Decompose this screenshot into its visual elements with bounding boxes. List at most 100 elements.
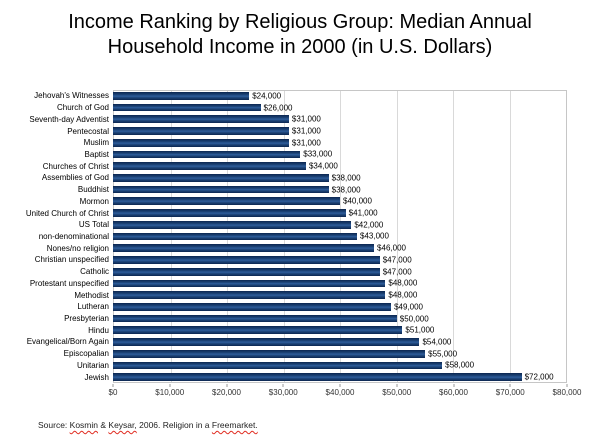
value-label: $72,000 <box>524 372 554 382</box>
bar <box>113 209 346 217</box>
bar-row: $38,000 <box>113 184 567 196</box>
value-label: $43,000 <box>360 231 389 241</box>
value-label: $24,000 <box>252 91 282 101</box>
category-label: Lutheran <box>77 302 109 312</box>
bar <box>113 174 329 182</box>
value-label: $48,000 <box>388 278 418 288</box>
value-label: $47,000 <box>382 255 412 265</box>
category-label: Jehovah's Witnesses <box>34 91 109 101</box>
bar <box>113 220 352 229</box>
bar-row: $47,000 <box>113 254 567 266</box>
x-axis-tick <box>453 384 454 387</box>
bar <box>113 197 340 206</box>
bar-row: $50,000 <box>113 313 567 325</box>
value-label: $33,000 <box>303 149 333 159</box>
x-axis-tick-label: $60,000 <box>439 388 468 397</box>
category-label: United Church of Christ <box>25 208 109 218</box>
category-label: US Total <box>78 220 109 230</box>
bar-row: $47,000 <box>113 266 567 278</box>
value-label: $31,000 <box>291 138 321 148</box>
x-axis-tick <box>339 384 341 387</box>
category-label: Evangelical/Born Again <box>26 337 109 347</box>
x-axis-tick <box>169 384 171 387</box>
gridline <box>396 91 398 382</box>
value-label: $31,000 <box>291 126 321 136</box>
bar-row: $38,000 <box>113 172 567 184</box>
bar <box>113 162 306 171</box>
bar-row: $26,000 <box>113 102 567 114</box>
x-axis-tick-label: $10,000 <box>155 388 185 397</box>
category-label: Methodist <box>74 290 109 300</box>
x-axis-tick-label: $50,000 <box>382 388 412 397</box>
x-axis-tick-label: $70,000 <box>495 388 525 397</box>
category-label: Protestant unspecified <box>29 278 109 288</box>
source-work-title: Freemarket. <box>211 420 258 430</box>
gridline <box>509 91 511 382</box>
bar <box>113 349 426 358</box>
category-label: Baptist <box>84 149 109 159</box>
bar-row: $33,000 <box>113 149 567 161</box>
category-label: Catholic <box>80 267 109 277</box>
value-label: $34,000 <box>308 161 338 171</box>
bar <box>113 138 289 147</box>
bar <box>113 326 403 335</box>
value-label: $38,000 <box>331 185 361 195</box>
bar <box>113 103 261 112</box>
value-label: $42,000 <box>354 220 384 230</box>
value-label: $31,000 <box>291 114 321 124</box>
bar-row: $48,000 <box>113 278 567 290</box>
x-axis-tick-label: $80,000 <box>552 388 582 397</box>
value-label: $40,000 <box>343 196 372 206</box>
category-label: non-denominational <box>38 231 109 241</box>
source-prefix: Source: <box>38 420 70 430</box>
bar <box>113 127 289 135</box>
category-label: Unitarian <box>76 360 109 370</box>
value-label: $38,000 <box>331 173 361 183</box>
chart-title: Income Ranking by Religious Group: Media… <box>68 11 532 58</box>
bar-row: $41,000 <box>113 207 567 219</box>
value-label: $41,000 <box>348 208 378 218</box>
bar <box>113 302 392 311</box>
bar <box>113 244 375 253</box>
value-label: $46,000 <box>377 243 406 253</box>
bar <box>113 279 386 288</box>
value-label: $54,000 <box>422 337 452 347</box>
category-label: Churches of Christ <box>42 161 109 171</box>
bar-row: $46,000 <box>113 242 567 254</box>
x-axis-labels: $0 $10,000 $20,000 $30,000 $40,000 $50,000 $60… <box>109 388 582 398</box>
x-axis-tick <box>112 384 114 387</box>
bar <box>113 256 380 264</box>
x-axis-tick-label: $0 <box>108 388 118 397</box>
bar <box>113 314 397 323</box>
value-label: $55,000 <box>428 349 458 359</box>
bar-row: $40,000 <box>113 195 567 207</box>
value-label: $49,000 <box>394 302 423 312</box>
category-axis: Jehovah's Witnesses Church of God Seventh-… <box>0 90 109 383</box>
value-label: $50,000 <box>399 314 429 324</box>
x-axis-tick <box>282 384 284 387</box>
x-axis-tick-label: $20,000 <box>212 388 241 397</box>
value-label: $58,000 <box>445 360 475 370</box>
category-label: Muslim <box>83 138 109 148</box>
source-note: Source: Kosmin & Keysar, 2006. Religion … <box>38 420 258 430</box>
bar-row: $42,000 <box>113 219 567 231</box>
x-axis-ticks <box>112 384 568 387</box>
bar-row: $31,000 <box>113 137 567 149</box>
source-separator-2: 2006. Religion in a <box>136 420 212 430</box>
bar-row: $49,000 <box>113 301 567 313</box>
category-label: Episcopalian <box>63 349 109 359</box>
x-axis-tick <box>509 384 511 387</box>
bar-row: $43,000 <box>113 231 567 243</box>
bar <box>113 185 329 194</box>
category-label: Jewish <box>84 372 109 382</box>
bars-layer: $24,000 $26,000 $31,000 $31,000 $31,000 $33,0… <box>113 90 567 383</box>
value-label: $47,000 <box>382 267 412 277</box>
bar-row: $48,000 <box>113 289 567 301</box>
bar <box>113 115 289 124</box>
bar <box>113 150 301 159</box>
bar <box>113 291 386 299</box>
bar <box>113 232 358 241</box>
x-axis-tick <box>226 384 227 387</box>
bar <box>113 267 380 276</box>
